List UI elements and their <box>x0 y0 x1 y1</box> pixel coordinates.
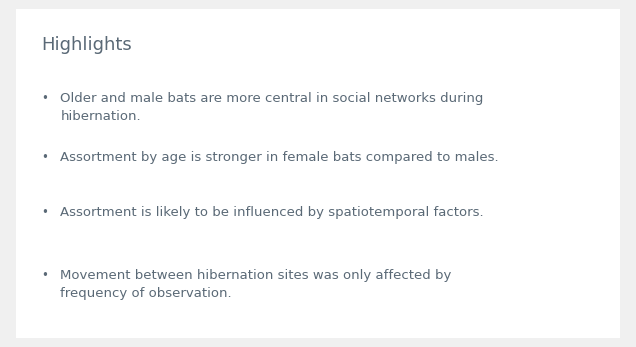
Text: •: • <box>41 92 48 105</box>
Text: Highlights: Highlights <box>41 36 132 54</box>
Text: Movement between hibernation sites was only affected by
frequency of observation: Movement between hibernation sites was o… <box>60 269 452 300</box>
Text: •: • <box>41 206 48 219</box>
Text: Assortment by age is stronger in female bats compared to males.: Assortment by age is stronger in female … <box>60 151 499 164</box>
Text: •: • <box>41 151 48 164</box>
Text: Assortment is likely to be influenced by spatiotemporal factors.: Assortment is likely to be influenced by… <box>60 206 484 219</box>
Text: •: • <box>41 269 48 282</box>
FancyBboxPatch shape <box>16 9 620 338</box>
Text: Older and male bats are more central in social networks during
hibernation.: Older and male bats are more central in … <box>60 92 484 123</box>
